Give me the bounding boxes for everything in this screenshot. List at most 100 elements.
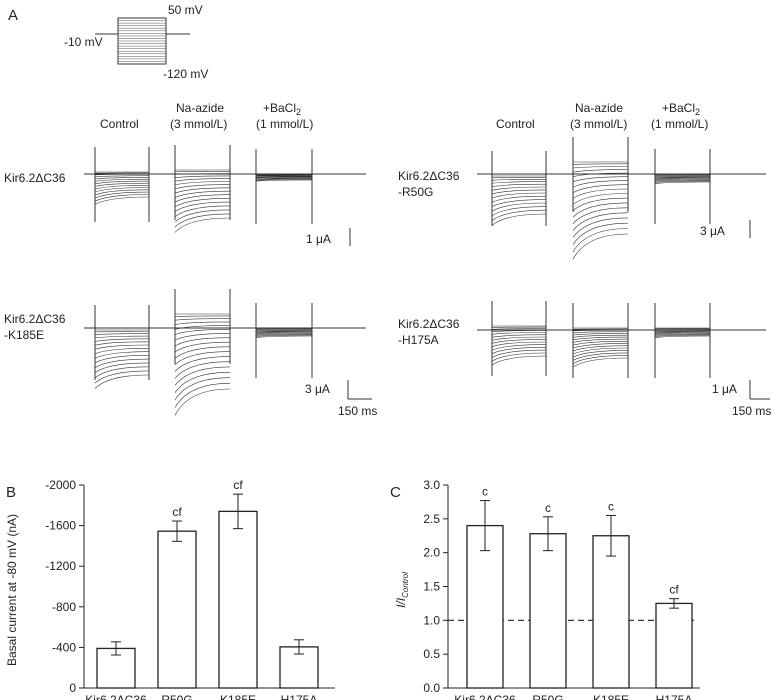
construct-name-3b: -K185E	[4, 328, 44, 342]
current-sweep	[94, 341, 150, 346]
current-sweep	[572, 222, 629, 245]
current-sweep	[174, 372, 231, 393]
current-sweep	[174, 178, 231, 182]
current-sweep	[255, 333, 313, 335]
current-sweep	[654, 335, 711, 338]
condition-bacl2-left-1: +BaCl2	[263, 101, 301, 117]
current-sweep	[94, 348, 150, 355]
current-sweep	[491, 213, 547, 226]
condition-azide-right-1: Na-azide	[575, 101, 623, 115]
current-sweep	[491, 336, 547, 341]
current-sweep	[572, 202, 629, 218]
scale-bars: 1 μA 3 μA 3 μA 150 ms 1 μA 150 ms	[305, 220, 771, 418]
current-sweep	[174, 383, 231, 408]
current-sweep	[255, 176, 313, 178]
trace-family	[174, 145, 231, 233]
current-sweep	[255, 330, 313, 332]
current-sweep	[94, 182, 150, 187]
current-sweep	[255, 333, 313, 336]
scale-current-4: 1 μA	[712, 382, 737, 396]
current-sweep	[654, 334, 711, 337]
current-sweep	[572, 228, 629, 252]
current-sweep	[94, 355, 150, 364]
current-sweep	[654, 175, 711, 177]
current-sweep	[572, 343, 629, 349]
trace-family	[572, 303, 629, 378]
current-sweep	[94, 333, 150, 335]
current-sweep	[491, 341, 547, 347]
current-sweep	[174, 184, 231, 190]
trace-family	[255, 303, 313, 378]
category-label: R50G	[161, 693, 192, 700]
y-tick-label: -400	[52, 640, 76, 654]
current-sweep	[174, 187, 231, 194]
current-sweep	[255, 179, 313, 182]
current-sweep	[255, 329, 313, 331]
current-sweep	[491, 181, 547, 184]
current-sweep	[174, 325, 231, 330]
trace-family	[654, 303, 711, 378]
y-tick-label: 2.5	[423, 512, 440, 526]
current-sweep	[572, 217, 629, 238]
condition-azide-left-2: (3 mmol/L)	[170, 117, 227, 131]
current-sweep	[654, 177, 711, 179]
current-sweep	[94, 338, 150, 342]
current-sweep	[491, 179, 547, 181]
trace-family	[255, 149, 313, 224]
category-label: Kir6.2ΔC36	[454, 693, 516, 700]
current-sweep	[174, 217, 231, 233]
trace-family	[654, 149, 711, 224]
current-sweep	[654, 178, 711, 180]
current-sweep	[572, 193, 629, 205]
trace-family	[572, 137, 629, 260]
current-sweep	[654, 179, 711, 181]
current-sweep	[572, 163, 629, 165]
construct-name-4a: Kir6.2ΔC36	[398, 317, 460, 331]
current-sweep	[572, 355, 629, 364]
y-tick-label: 0	[69, 681, 76, 695]
current-sweep	[255, 179, 313, 181]
current-sweep	[491, 209, 547, 221]
scale-current-1: 1 μA	[306, 232, 331, 246]
trace-family	[174, 289, 231, 416]
significance-label: cf	[233, 478, 243, 492]
protocol-hold-label: -10 mV	[64, 35, 103, 49]
current-sweep	[94, 180, 150, 185]
current-sweep	[174, 175, 231, 178]
current-sweep	[491, 334, 547, 338]
category-label: H175A	[281, 693, 318, 700]
current-sweep	[94, 358, 150, 369]
current-sweep	[94, 351, 150, 359]
current-sweep	[491, 330, 547, 333]
condition-bacl2-right-1: +BaCl2	[662, 101, 700, 117]
current-sweep	[174, 351, 231, 366]
bar	[592, 535, 630, 689]
current-sweep	[491, 186, 547, 191]
y-tick-label: 1.0	[423, 613, 440, 627]
scale-current-3: 3 μA	[305, 382, 330, 396]
category-label: H175A	[656, 693, 693, 700]
bar	[466, 524, 504, 689]
significance-label: cf	[172, 505, 182, 519]
condition-control-right: Control	[496, 117, 535, 131]
current-sweep	[654, 176, 711, 178]
current-sweep	[491, 339, 547, 344]
current-sweep	[572, 188, 629, 199]
current-sweep	[572, 329, 629, 332]
current-sweep	[94, 362, 150, 374]
current-sweep	[255, 331, 313, 333]
current-sweep	[572, 197, 629, 212]
current-sweep	[572, 347, 629, 355]
current-sweep	[174, 181, 231, 186]
current-sweep	[654, 333, 711, 336]
current-sweep	[654, 329, 711, 331]
current-sweep	[94, 185, 150, 190]
current-sweep	[174, 209, 231, 223]
chart-b: 0 -400 -800 -1200 -1600 -2000 Kir6.2ΔC36 cf R50…	[5, 478, 335, 700]
current-sweep	[572, 341, 629, 346]
significance-label: cf	[669, 583, 679, 597]
y-tick-label: -1600	[45, 519, 76, 533]
current-sweep	[491, 192, 547, 199]
condition-control-left: Control	[100, 117, 139, 131]
current-sweep	[572, 338, 629, 343]
